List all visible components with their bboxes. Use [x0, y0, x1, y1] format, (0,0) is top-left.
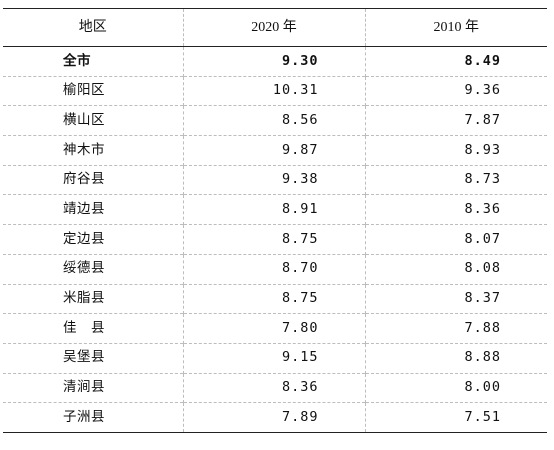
cell-2010: 8.49 — [364, 46, 547, 77]
table-row: 吴堡县 9.15 8.88 — [3, 343, 547, 374]
cell-2010: 7.87 — [364, 105, 547, 136]
cell-2020: 8.91 — [182, 194, 365, 225]
cell-region: 佳 县 — [63, 319, 105, 336]
cell-2020: 8.56 — [182, 105, 365, 136]
cell-2020: 8.75 — [182, 284, 365, 314]
cell-2010: 8.73 — [364, 165, 547, 195]
cell-2010: 8.37 — [364, 284, 547, 314]
data-table: 地区 2020 年 2010 年 全市 9.30 8.49 榆阳区 10.31 9.36 横… — [3, 8, 547, 433]
table-row: 清涧县 8.36 8.00 — [3, 373, 547, 403]
cell-2010: 8.00 — [364, 373, 547, 403]
cell-2020: 8.70 — [182, 254, 365, 284]
cell-2010: 7.88 — [364, 313, 547, 344]
cell-2010: 8.36 — [364, 194, 547, 225]
cell-region: 米脂县 — [63, 290, 105, 307]
table-row: 定边县 8.75 8.07 — [3, 224, 547, 255]
table-row: 神木市 9.87 8.93 — [3, 135, 547, 166]
table-row: 佳 县 7.80 7.88 — [3, 313, 547, 344]
cell-region: 清涧县 — [63, 379, 105, 396]
cell-2010: 7.51 — [364, 402, 547, 433]
cell-region: 子洲县 — [63, 408, 105, 425]
cell-region: 定边县 — [63, 230, 105, 247]
cell-region: 横山区 — [63, 111, 105, 128]
cell-2020: 7.80 — [182, 313, 365, 344]
cell-2020: 9.87 — [182, 135, 365, 166]
table-header: 地区 2020 年 2010 年 — [3, 8, 547, 47]
table-row: 靖边县 8.91 8.36 — [3, 194, 547, 225]
data-table-container: 地区 2020 年 2010 年 全市 9.30 8.49 榆阳区 10.31 9.36 横… — [3, 8, 547, 433]
table-row: 横山区 8.56 7.87 — [3, 105, 547, 136]
cell-2020: 9.38 — [182, 165, 365, 195]
cell-2010: 8.93 — [364, 135, 547, 166]
cell-2020: 7.89 — [182, 402, 365, 433]
cell-region: 神木市 — [63, 141, 105, 158]
table-row: 全市 9.30 8.49 — [3, 46, 547, 77]
table-row: 子洲县 7.89 7.51 — [3, 402, 547, 433]
cell-region: 全市 — [63, 52, 91, 69]
cell-2020: 8.75 — [182, 224, 365, 255]
cell-region: 绥德县 — [63, 260, 105, 277]
table-row: 府谷县 9.38 8.73 — [3, 165, 547, 195]
cell-2010: 8.88 — [364, 343, 547, 374]
cell-2020: 10.31 — [182, 76, 365, 106]
cell-2010: 8.08 — [364, 254, 547, 284]
cell-region: 榆阳区 — [63, 82, 105, 99]
header-region: 地区 — [78, 19, 107, 35]
table-row: 绥德县 8.70 8.08 — [3, 254, 547, 284]
cell-2020: 8.36 — [182, 373, 365, 403]
cell-region: 靖边县 — [63, 201, 105, 218]
table-body: 全市 9.30 8.49 榆阳区 10.31 9.36 横山区 8.56 7.87 神木市 9.87… — [3, 46, 547, 433]
cell-2020: 9.15 — [182, 343, 365, 374]
header-2010: 2010 年 — [364, 8, 547, 47]
cell-region: 吴堡县 — [63, 349, 105, 366]
table-row: 米脂县 8.75 8.37 — [3, 284, 547, 314]
header-row: 地区 2020 年 2010 年 — [3, 8, 547, 47]
cell-region: 府谷县 — [63, 171, 105, 188]
header-2020: 2020 年 — [182, 8, 365, 47]
table-row: 榆阳区 10.31 9.36 — [3, 76, 547, 106]
cell-2020: 9.30 — [182, 46, 365, 77]
cell-2010: 9.36 — [364, 76, 547, 106]
cell-2010: 8.07 — [364, 224, 547, 255]
